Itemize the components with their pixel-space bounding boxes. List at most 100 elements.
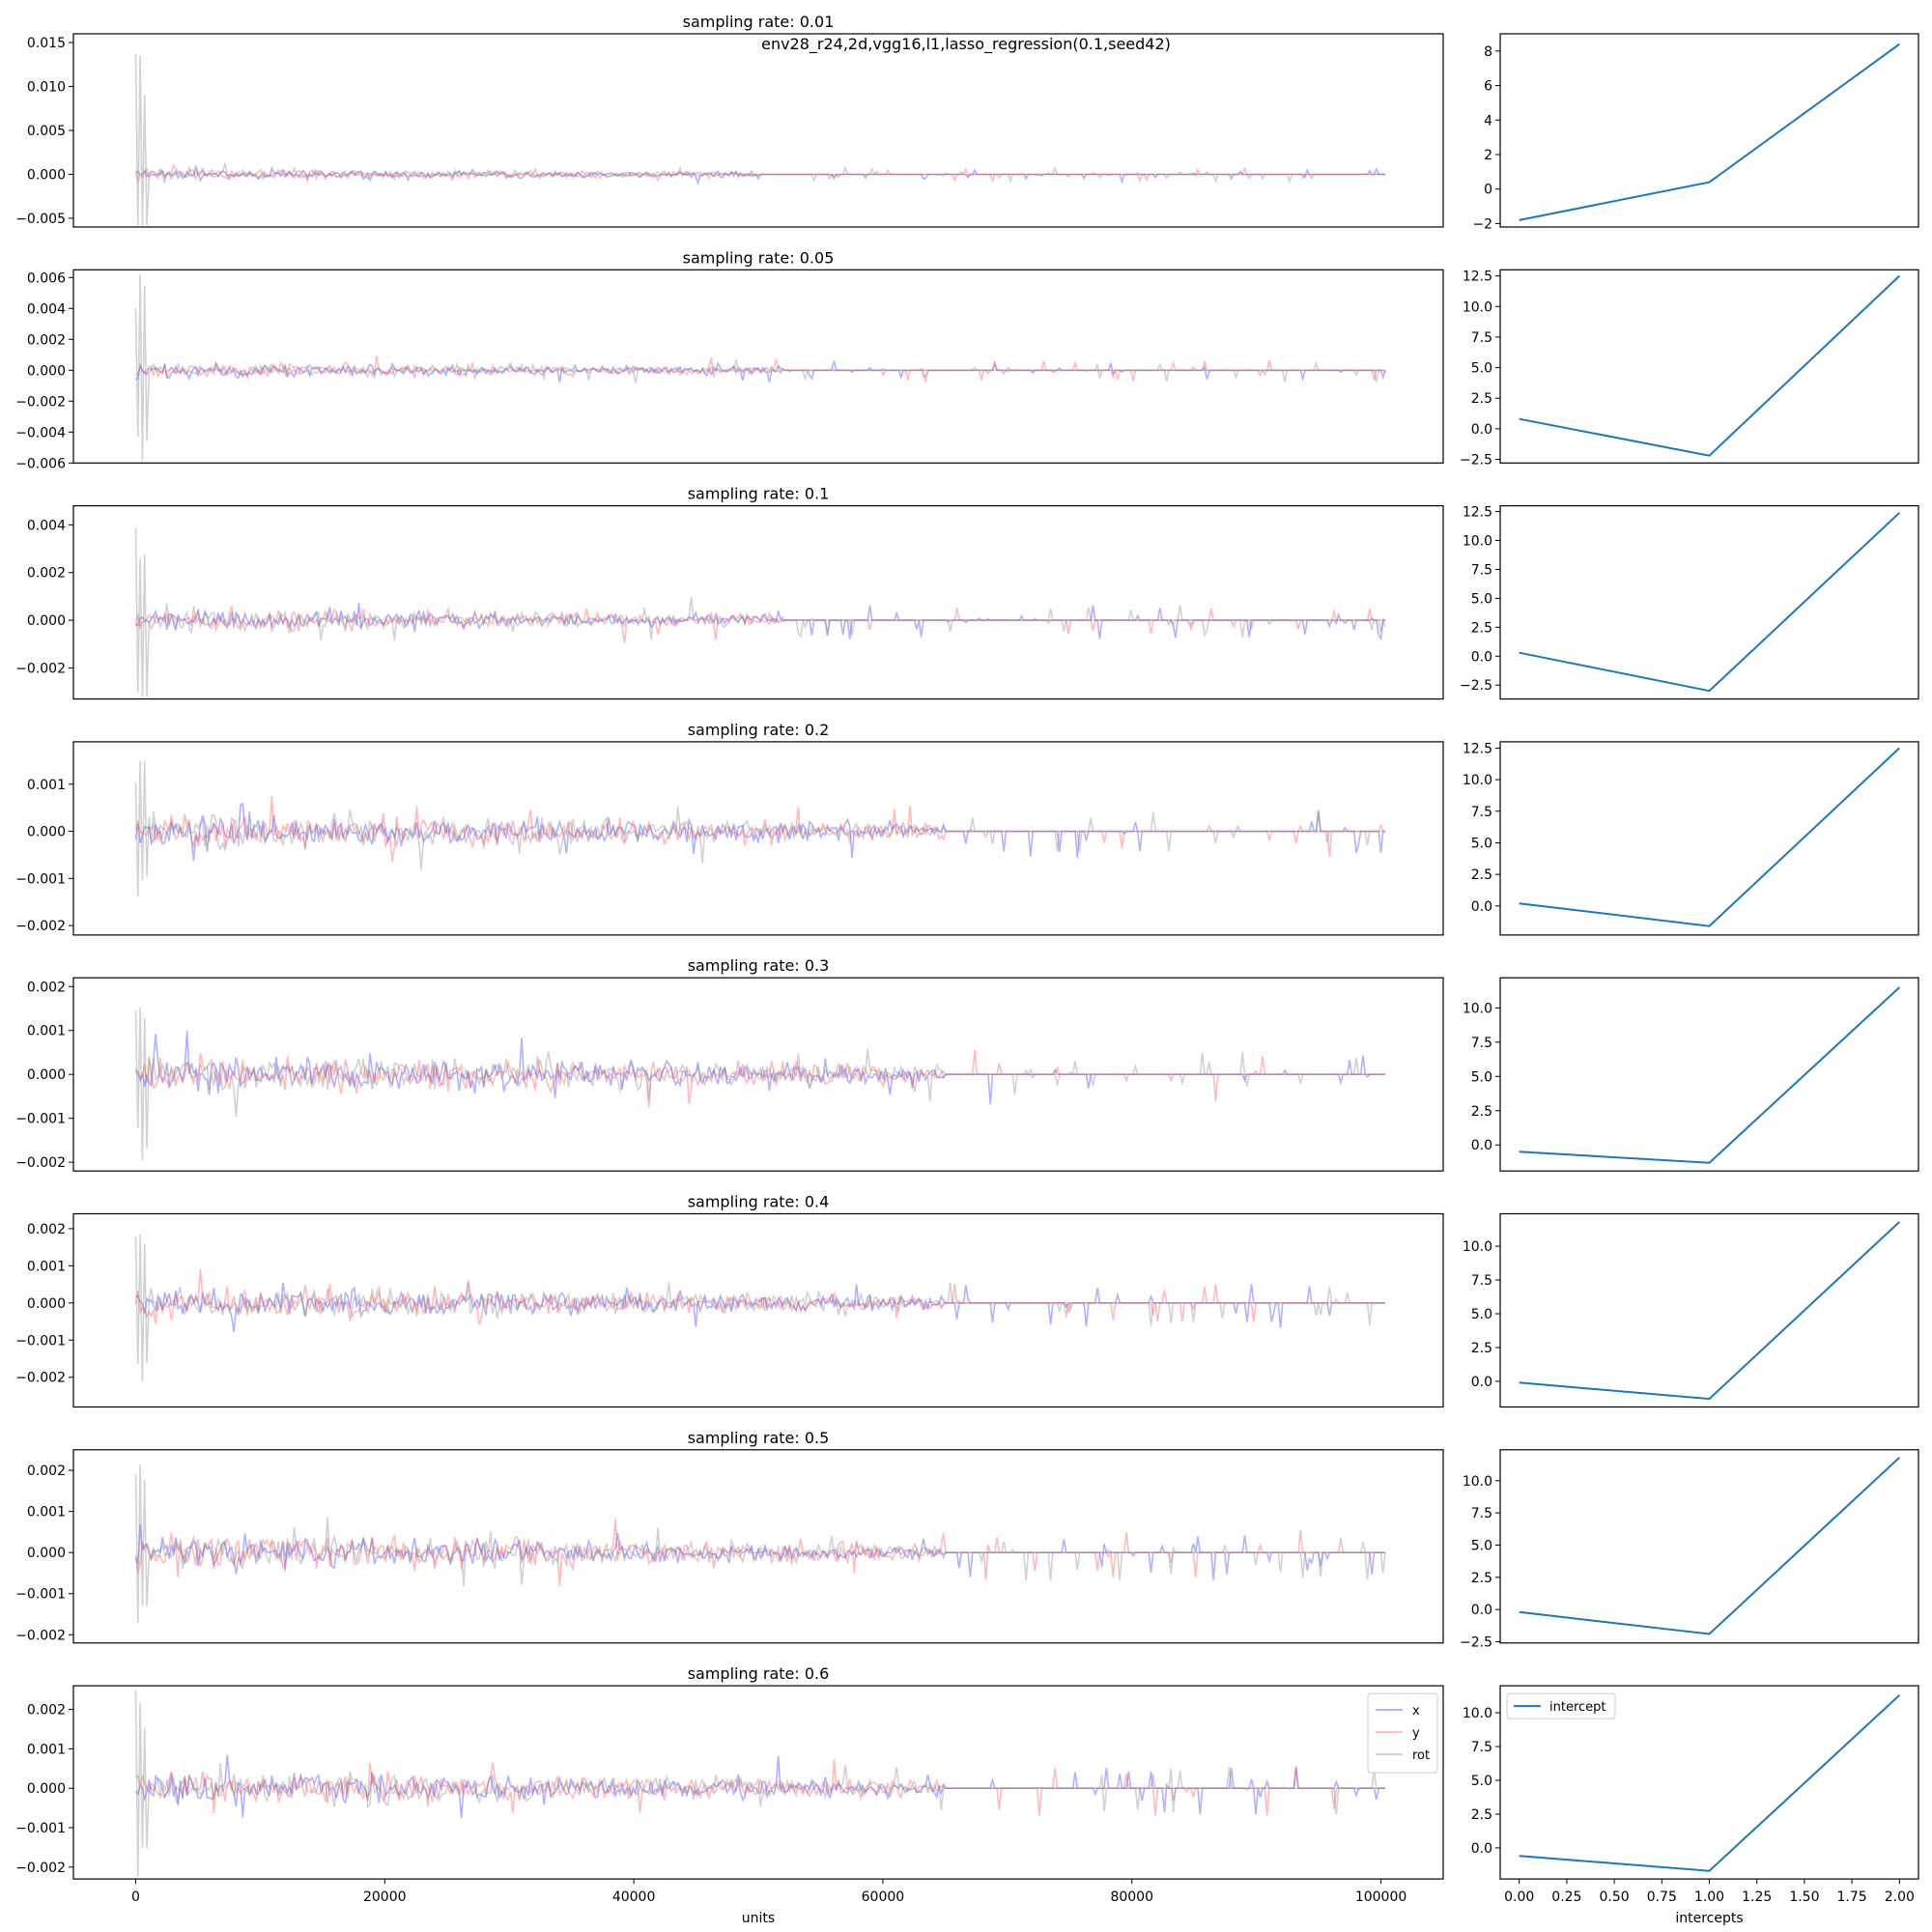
intercept-xlabel: intercepts — [1675, 1911, 1743, 1926]
intercept-ytick-label-0-3: 4 — [1484, 113, 1492, 128]
coef-series-y-1 — [135, 355, 1386, 383]
coef-legend: xy rot — [1367, 1692, 1438, 1774]
intercept-panel-4: 0.0 2.5 5.0 7.5 10.0 — [1463, 977, 1919, 1172]
coef-series-y-4 — [134, 1050, 1386, 1108]
coef-ytick-label-2-0: −0.002 — [15, 662, 66, 677]
intercept-ytick-label-2-4: 7.5 — [1471, 562, 1492, 578]
intercept-ytick-label-4-1: 2.5 — [1471, 1104, 1492, 1120]
coef-ytick-label-6-1: −0.001 — [15, 1587, 66, 1603]
coef-ytick-label-1-0: −0.006 — [15, 456, 66, 471]
intercept-ytick-label-0-0: −2 — [1472, 216, 1492, 232]
intercept-xtick-label-7-4: 1.00 — [1694, 1889, 1724, 1905]
coef-ytick-label-2-3: 0.004 — [27, 518, 66, 533]
coef-series-x-0 — [135, 164, 1386, 185]
intercept-ytick-label-5-0: 0.0 — [1471, 1375, 1492, 1390]
intercept-panel-0: −2 0 2 4 6 8 — [1472, 33, 1919, 232]
intercept-ytick-label-6-2: 2.5 — [1471, 1571, 1492, 1586]
intercept-line-7 — [1519, 1694, 1900, 1872]
intercept-ytick-label-2-6: 12.5 — [1463, 505, 1492, 521]
coef-axes-frame-6 — [72, 1449, 1444, 1644]
coef-ytick-label-7-0: −0.002 — [15, 1861, 66, 1876]
coef-axes-frame-0 — [72, 33, 1444, 228]
intercept-ytick-label-0-1: 0 — [1484, 183, 1492, 198]
intercept-xtick-label-7-8: 2.00 — [1885, 1889, 1915, 1905]
intercept-ytick-label-0-4: 6 — [1484, 79, 1492, 95]
intercept-ytick-label-3-5: 12.5 — [1463, 741, 1492, 756]
coef-series-y-3 — [134, 795, 1386, 863]
intercept-xtick-label-7-0: 0.00 — [1504, 1889, 1534, 1905]
coef-series-rot-5 — [134, 1234, 1386, 1382]
coef-axes-frame-3 — [72, 741, 1444, 936]
coef-series-x-4 — [134, 1031, 1386, 1105]
intercept-ytick-label-4-0: 0.0 — [1471, 1138, 1492, 1153]
intercept-axes-frame-5 — [1499, 1212, 1919, 1408]
coef-axes-frame-5 — [72, 1212, 1444, 1408]
coef-axes-frame-1 — [72, 269, 1444, 464]
intercept-ytick-label-1-5: 10.0 — [1463, 299, 1492, 315]
coef-ytick-label-0-4: 0.015 — [27, 36, 66, 51]
intercept-xtick-label-7-7: 1.75 — [1837, 1889, 1867, 1905]
coef-ytick-label-1-4: 0.002 — [27, 332, 66, 348]
intercept-xtick-label-7-2: 0.50 — [1600, 1889, 1630, 1905]
intercept-line-1 — [1519, 274, 1900, 457]
coef-ytick-label-0-2: 0.005 — [27, 124, 66, 139]
intercept-ytick-label-5-4: 10.0 — [1463, 1239, 1492, 1255]
coef-xtick-label-7-2: 40000 — [612, 1889, 656, 1905]
coef-axes-frame-7 — [72, 1685, 1444, 1880]
intercept-ytick-label-5-3: 7.5 — [1471, 1273, 1492, 1289]
intercept-ytick-label-1-1: 0.0 — [1471, 422, 1492, 438]
panels: sampling rate: 0.01−0.0050.0000.0050.010… — [15, 13, 1919, 1926]
coef-ytick-label-1-2: −0.002 — [15, 394, 66, 410]
coef-series-rot-1 — [134, 273, 1386, 461]
coef-ytick-label-4-2: 0.000 — [27, 1067, 66, 1083]
coef-ytick-label-5-3: 0.001 — [27, 1259, 66, 1274]
intercept-ytick-label-2-2: 2.5 — [1471, 620, 1492, 636]
intercept-xtick-label-7-5: 1.25 — [1742, 1889, 1772, 1905]
intercept-ytick-label-5-2: 5.0 — [1471, 1307, 1492, 1322]
intercept-ytick-label-6-0: −2.5 — [1460, 1634, 1492, 1650]
coef-xtick-label-7-3: 60000 — [862, 1889, 905, 1905]
legend-label-y: y — [1412, 1726, 1420, 1741]
intercept-axes-frame-0 — [1499, 33, 1919, 228]
intercept-panel-1: −2.5 0.0 2.5 5.0 7.5 10.0 12.5 — [1460, 270, 1919, 469]
coef-series-x-1 — [135, 360, 1386, 383]
coef-ytick-label-6-0: −0.002 — [15, 1628, 66, 1643]
legend-label-rot: rot — [1412, 1748, 1430, 1763]
intercept-legend: intercept — [1506, 1692, 1616, 1719]
coef-panel-4: sampling rate: 0.3 −0.002 −0.001 0.000 0.001… — [15, 956, 1444, 1172]
coef-ytick-label-3-1: −0.001 — [15, 871, 66, 887]
coef-panel-1: sampling rate: 0.05 −0.006 −0.004 −0.002 0.0… — [15, 248, 1444, 471]
coef-panel-0: sampling rate: 0.01 −0.005 0.000 0.005 0.010… — [15, 13, 1444, 228]
intercept-ytick-label-1-3: 5.0 — [1471, 361, 1492, 377]
coef-series-x-6 — [134, 1523, 1386, 1580]
coef-legend-box — [1367, 1692, 1438, 1774]
intercept-line-6 — [1519, 1457, 1900, 1635]
intercept-panel-7: 0.0 2.5 5.0 7.5 10.0 0.00 0.25 0.50 0.75 1.00 1.25… — [1463, 1685, 1919, 1926]
intercept-ytick-label-7-3: 7.5 — [1471, 1740, 1492, 1755]
coef-ytick-label-5-1: −0.001 — [15, 1333, 66, 1349]
intercept-ytick-label-1-0: −2.5 — [1460, 453, 1492, 469]
coef-panel-title-4: sampling rate: 0.3 — [688, 956, 830, 975]
coef-panel-title-0: sampling rate: 0.01 — [683, 13, 835, 31]
coef-xtick-label-7-0: 0 — [131, 1889, 140, 1905]
intercept-axes-frame-6 — [1499, 1449, 1919, 1644]
coef-panel-5: sampling rate: 0.4 −0.002 −0.001 0.000 0.001… — [15, 1193, 1444, 1408]
intercept-legend-box — [1506, 1692, 1616, 1719]
intercept-ytick-label-6-3: 5.0 — [1471, 1538, 1492, 1553]
coef-panel-3: sampling rate: 0.2 −0.002 −0.001 0.000 0.001 — [15, 721, 1444, 936]
coef-ytick-label-0-1: 0.000 — [27, 167, 66, 183]
coef-series-y-7 — [135, 1759, 1386, 1816]
intercept-ytick-label-2-0: −2.5 — [1460, 678, 1492, 694]
intercept-ytick-label-6-4: 7.5 — [1471, 1506, 1492, 1521]
legend-label-intercept: intercept — [1549, 1700, 1606, 1715]
intercept-ytick-label-3-0: 0.0 — [1471, 899, 1492, 915]
coef-ytick-label-0-0: −0.005 — [15, 212, 66, 227]
coef-ytick-label-1-5: 0.004 — [27, 301, 66, 317]
intercept-ytick-label-3-4: 10.0 — [1463, 773, 1492, 788]
intercept-line-0 — [1519, 43, 1900, 221]
intercept-ytick-label-5-1: 2.5 — [1471, 1341, 1492, 1356]
coef-ytick-label-6-2: 0.000 — [27, 1546, 66, 1561]
coef-series-rot-2 — [134, 527, 1386, 697]
intercept-line-2 — [1519, 512, 1900, 693]
